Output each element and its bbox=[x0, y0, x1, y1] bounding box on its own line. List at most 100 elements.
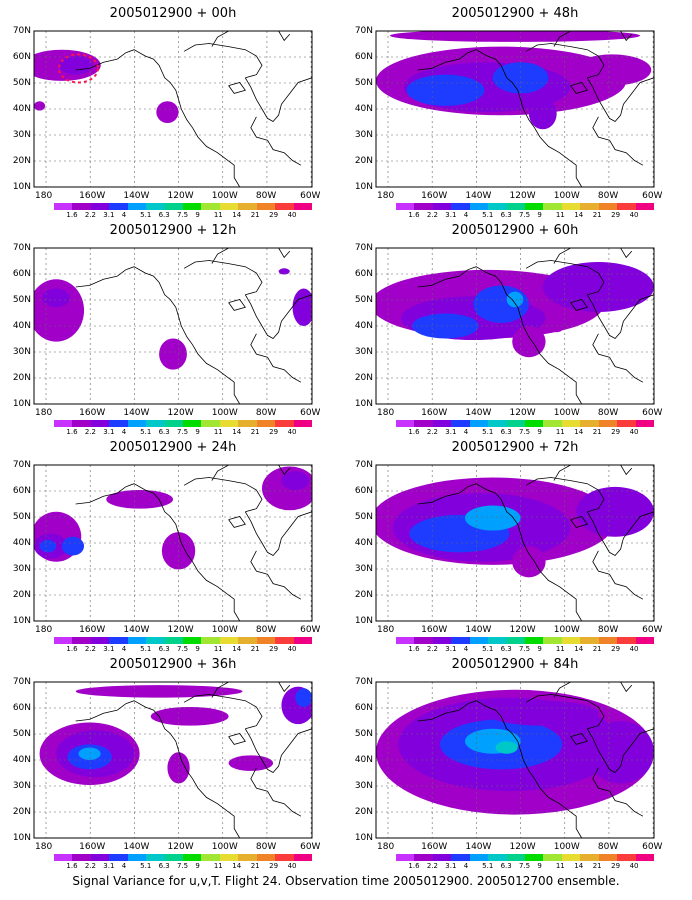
colorbar-label: 5.1 bbox=[140, 211, 152, 219]
variance-contour bbox=[228, 755, 274, 771]
lat-label: 40N bbox=[12, 321, 31, 331]
colorbar-label: 4 bbox=[463, 211, 469, 219]
colorbar-label: 29 bbox=[611, 428, 621, 436]
colorbar-label: 21 bbox=[250, 211, 260, 219]
coastline bbox=[570, 82, 588, 94]
colorbar-label: 9 bbox=[537, 211, 542, 219]
colorbar-swatch bbox=[109, 420, 129, 427]
colorbar-swatch bbox=[256, 203, 276, 210]
colorbar-swatch bbox=[256, 854, 276, 861]
colorbar-swatch bbox=[432, 420, 452, 427]
figure-caption: Signal Variance for u,v,T. Flight 24. Ob… bbox=[72, 874, 620, 888]
colorbar-label: 6.3 bbox=[158, 211, 170, 219]
lon-label: 80W bbox=[255, 408, 277, 418]
variance-contour bbox=[464, 505, 521, 531]
colorbar-swatch bbox=[219, 854, 239, 861]
colorbar-label: 7.5 bbox=[519, 428, 531, 436]
map-plot bbox=[33, 464, 313, 622]
lat-label: 50N bbox=[12, 295, 31, 305]
lat-label: 20N bbox=[12, 373, 31, 383]
lat-label: 20N bbox=[12, 590, 31, 600]
colorbar-label: 11 bbox=[555, 862, 565, 870]
lon-label: 160W bbox=[421, 191, 448, 201]
colorbar-label: 29 bbox=[611, 645, 621, 653]
lon-label: 100W bbox=[211, 408, 238, 418]
colorbar-swatch bbox=[164, 637, 184, 644]
lat-label: 70N bbox=[354, 677, 373, 687]
colorbar-label: 14 bbox=[232, 211, 242, 219]
coastline bbox=[570, 299, 588, 311]
colorbar-label: 40 bbox=[287, 428, 297, 436]
colorbar-label: 40 bbox=[287, 862, 297, 870]
coastline bbox=[211, 682, 229, 698]
colorbar-label: 21 bbox=[592, 211, 602, 219]
colorbar-swatch bbox=[451, 637, 471, 644]
colorbar-label: 5.1 bbox=[140, 645, 152, 653]
coastline bbox=[459, 700, 583, 838]
colorbar-label: 6.3 bbox=[500, 428, 512, 436]
lon-label: 80W bbox=[597, 625, 619, 635]
colorbar bbox=[54, 420, 313, 427]
colorbar-label: 3.1 bbox=[103, 211, 115, 219]
coastline bbox=[228, 733, 246, 745]
lon-label: 60W bbox=[642, 408, 663, 418]
lat-label: 60N bbox=[354, 703, 373, 713]
lon-label: 120W bbox=[509, 625, 536, 635]
colorbar-swatch bbox=[127, 203, 147, 210]
lon-label: 100W bbox=[211, 191, 238, 201]
variance-contour bbox=[59, 55, 93, 75]
colorbar-swatch bbox=[275, 637, 295, 644]
colorbar-label: 2.2 bbox=[426, 862, 438, 870]
lon-label: 140W bbox=[465, 191, 492, 201]
colorbar-swatch bbox=[561, 203, 581, 210]
colorbar-label: 11 bbox=[555, 428, 565, 436]
colorbar-swatch bbox=[183, 203, 202, 210]
map-plot bbox=[375, 464, 655, 622]
colorbar bbox=[54, 203, 313, 210]
lon-label: 160W bbox=[79, 842, 106, 852]
lat-label: 50N bbox=[12, 729, 31, 739]
lon-label: 180 bbox=[377, 191, 395, 201]
colorbar-label: 7.5 bbox=[519, 645, 531, 653]
colorbar-swatch bbox=[488, 203, 508, 210]
lat-label: 20N bbox=[354, 156, 373, 166]
lon-label: 180 bbox=[35, 191, 53, 201]
lon-label: 80W bbox=[597, 842, 619, 852]
colorbar-label: 6.3 bbox=[500, 862, 512, 870]
colorbar-swatch bbox=[506, 637, 526, 644]
colorbar-swatch bbox=[90, 854, 110, 861]
lon-label: 60W bbox=[300, 625, 321, 635]
lat-label: 60N bbox=[12, 269, 31, 279]
colorbar-label: 9 bbox=[195, 428, 200, 436]
variance-contour bbox=[542, 262, 654, 312]
colorbar-label: 14 bbox=[574, 645, 584, 653]
panel-title: 2005012900 + 12h bbox=[109, 223, 237, 238]
lat-label: 50N bbox=[354, 295, 373, 305]
lon-label: 80W bbox=[597, 191, 619, 201]
lat-label: 10N bbox=[12, 616, 31, 626]
colorbar-label: 1.6 bbox=[408, 862, 420, 870]
colorbar-swatch bbox=[432, 637, 452, 644]
colorbar-swatch bbox=[414, 420, 434, 427]
colorbar-label: 9 bbox=[537, 645, 542, 653]
lon-label: 100W bbox=[553, 625, 580, 635]
map-plot bbox=[33, 681, 313, 839]
colorbar-label: 21 bbox=[250, 862, 260, 870]
coastline bbox=[278, 465, 291, 476]
coastline bbox=[553, 465, 571, 481]
coastline bbox=[244, 728, 312, 774]
colorbar-label: 40 bbox=[287, 211, 297, 219]
lon-label: 160W bbox=[79, 625, 106, 635]
variance-contour bbox=[156, 101, 179, 124]
colorbar-swatch bbox=[164, 420, 184, 427]
map-plot bbox=[33, 247, 313, 405]
colorbar-label: 11 bbox=[555, 211, 565, 219]
colorbar-label: 21 bbox=[592, 862, 602, 870]
lon-label: 140W bbox=[123, 625, 150, 635]
colorbar-label: 9 bbox=[195, 862, 200, 870]
panel-title: 2005012900 + 36h bbox=[109, 657, 237, 672]
colorbar-swatch bbox=[635, 854, 655, 861]
colorbar-swatch bbox=[90, 203, 110, 210]
lat-label: 50N bbox=[354, 512, 373, 522]
colorbar-swatch bbox=[238, 637, 258, 644]
